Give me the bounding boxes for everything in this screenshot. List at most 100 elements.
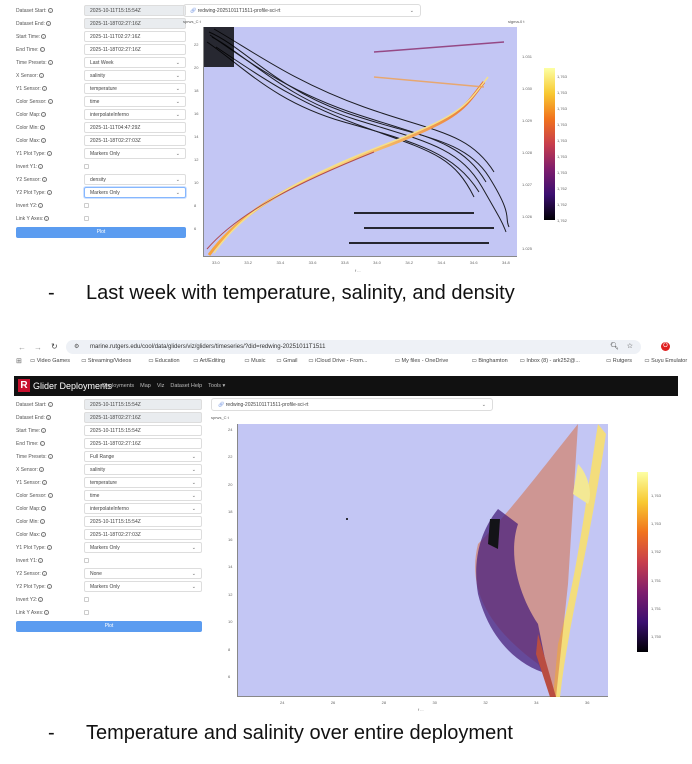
info-icon[interactable]: i <box>41 176 47 182</box>
checkbox[interactable] <box>84 610 89 615</box>
info-icon[interactable]: i <box>47 7 53 13</box>
checkbox[interactable] <box>84 597 89 602</box>
select-field[interactable]: Markers Only ⌄ <box>84 542 202 553</box>
select-field[interactable]: temperature ⌄ <box>84 83 186 94</box>
text-field[interactable]: 2025-11-18T02:27:03Z <box>84 135 186 146</box>
info-icon[interactable]: i <box>47 492 53 498</box>
info-icon[interactable]: i <box>46 583 52 589</box>
reload-icon[interactable]: ↻ <box>51 342 58 351</box>
text-field[interactable]: 2025-10-11T15:15:54Z <box>84 399 202 410</box>
info-icon[interactable]: i <box>38 557 44 563</box>
select-field[interactable]: Markers Only ⌄ <box>84 187 186 198</box>
top-scatter-plot[interactable] <box>203 27 517 257</box>
select-field[interactable]: density ⌄ <box>84 174 186 185</box>
plot-button[interactable]: Plot <box>16 621 202 632</box>
bookmark-item[interactable]: ▭ Rutgers <box>606 358 632 364</box>
info-icon[interactable]: i <box>44 215 50 221</box>
top-dataset-select[interactable]: 🔗︎ redwing-20251011T1511-profile-sci-rt … <box>183 4 421 17</box>
text-field[interactable]: 2025-10-11T15:15:54Z <box>84 5 186 16</box>
bookmark-item[interactable]: ▭ Video Games <box>30 358 70 364</box>
bookmark-item[interactable]: ▭ Art/Editing <box>193 358 225 364</box>
select-field[interactable]: time ⌄ <box>84 96 186 107</box>
bookmark-item[interactable]: ▭ Music <box>244 358 266 364</box>
info-icon[interactable]: i <box>39 440 45 446</box>
nav-link[interactable]: Viz <box>156 383 165 389</box>
bottom-dataset-select[interactable]: 🔗︎ redwing-20251011T1511-profile-sci-rt … <box>211 398 493 411</box>
select-field[interactable]: interpolateInferno ⌄ <box>84 109 186 120</box>
info-icon[interactable]: i <box>47 453 53 459</box>
info-icon[interactable]: i <box>46 150 52 156</box>
info-icon[interactable]: i <box>46 544 52 550</box>
apps-grid-icon[interactable]: ⊞ <box>16 358 22 365</box>
select-field[interactable]: salinity ⌄ <box>84 70 186 81</box>
text-field[interactable]: 2025-11-18T02:27:16Z <box>84 18 186 29</box>
info-icon[interactable]: i <box>39 46 45 52</box>
bookmark-item[interactable]: ▭ Education <box>148 358 180 364</box>
text-field[interactable]: 2025-11-18T02:27:16Z <box>84 44 186 55</box>
info-icon[interactable]: i <box>47 98 53 104</box>
info-icon[interactable]: i <box>41 427 47 433</box>
info-icon[interactable]: i <box>41 137 47 143</box>
address-bar[interactable]: ⚙ marine.rutgers.edu/cool/data/gliders/v… <box>66 340 641 354</box>
text-field[interactable]: 2025-10-11T15:15:54Z <box>84 425 202 436</box>
info-icon[interactable]: i <box>46 189 52 195</box>
info-icon[interactable]: i <box>41 531 47 537</box>
select-field[interactable]: temperature ⌄ <box>84 477 202 488</box>
info-icon[interactable]: i <box>41 33 47 39</box>
checkbox[interactable] <box>84 558 89 563</box>
bottom-scatter-plot[interactable] <box>237 424 608 697</box>
back-arrow-icon[interactable]: ← <box>18 343 26 352</box>
text-field[interactable]: 2025-10-11T15:15:54Z <box>84 516 202 527</box>
bookmark-item[interactable]: ▭ Streaming/Videos <box>81 358 132 364</box>
info-icon[interactable]: i <box>38 596 44 602</box>
checkbox[interactable] <box>84 203 89 208</box>
select-field[interactable]: Markers Only ⌄ <box>84 148 186 159</box>
checkbox[interactable] <box>84 216 89 221</box>
select-field[interactable]: Markers Only ⌄ <box>84 581 202 592</box>
opera-extension-icon[interactable]: O <box>661 342 670 351</box>
select-field[interactable]: salinity ⌄ <box>84 464 202 475</box>
nav-link[interactable]: Deployments <box>102 383 135 389</box>
info-icon[interactable]: i <box>47 401 53 407</box>
zoom-icon[interactable]: 🔍︎ <box>610 343 619 350</box>
info-icon[interactable]: i <box>39 124 45 130</box>
info-icon[interactable]: i <box>39 518 45 524</box>
nav-link[interactable]: Tools ▾ <box>208 383 226 389</box>
text-field[interactable]: 2025-11-11T02:27:16Z <box>84 31 186 42</box>
checkbox[interactable] <box>84 164 89 169</box>
info-icon[interactable]: i <box>45 20 51 26</box>
info-icon[interactable]: i <box>38 163 44 169</box>
info-icon[interactable]: i <box>41 570 47 576</box>
bookmark-item[interactable]: ▭ Binghamton <box>471 358 508 364</box>
bookmark-item[interactable]: ▭ Suyu Emulator <box>644 358 688 364</box>
info-icon[interactable]: i <box>41 85 47 91</box>
text-field[interactable]: 2025-11-18T02:27:16Z <box>84 412 202 423</box>
info-icon[interactable]: i <box>41 479 47 485</box>
bookmark-item[interactable]: ▭ Inbox (8) - ark252@... <box>519 358 580 364</box>
select-field[interactable]: None ⌄ <box>84 568 202 579</box>
select-field[interactable]: Full Range ⌄ <box>84 451 202 462</box>
site-settings-icon[interactable]: ⚙ <box>74 344 80 350</box>
bookmark-item[interactable]: ▭ Gmail <box>276 358 298 364</box>
info-icon[interactable]: i <box>47 59 53 65</box>
info-icon[interactable]: i <box>41 505 47 511</box>
forward-arrow-icon[interactable]: → <box>34 343 42 352</box>
select-field[interactable]: Last Week ⌄ <box>84 57 186 68</box>
nav-link[interactable]: Map <box>140 383 151 389</box>
info-icon[interactable]: i <box>44 609 50 615</box>
info-icon[interactable]: i <box>38 72 44 78</box>
info-icon[interactable]: i <box>45 414 51 420</box>
bookmark-item[interactable]: ▭ My files - OneDrive <box>394 358 449 364</box>
text-field[interactable]: 2025-11-18T02:27:03Z <box>84 529 202 540</box>
nav-link[interactable]: Dataset Help <box>170 383 203 389</box>
info-icon[interactable]: i <box>38 202 44 208</box>
select-field[interactable]: interpolateInferno ⌄ <box>84 503 202 514</box>
text-field[interactable]: 2025-11-11T04:47:29Z <box>84 122 186 133</box>
bookmark-star-icon[interactable]: ☆ <box>626 343 633 350</box>
plot-button[interactable]: Plot <box>16 227 186 238</box>
info-icon[interactable]: i <box>38 466 44 472</box>
select-field[interactable]: time ⌄ <box>84 490 202 501</box>
brand-title[interactable]: Glider Deployments <box>33 381 113 391</box>
info-icon[interactable]: i <box>41 111 47 117</box>
text-field[interactable]: 2025-11-18T02:27:16Z <box>84 438 202 449</box>
